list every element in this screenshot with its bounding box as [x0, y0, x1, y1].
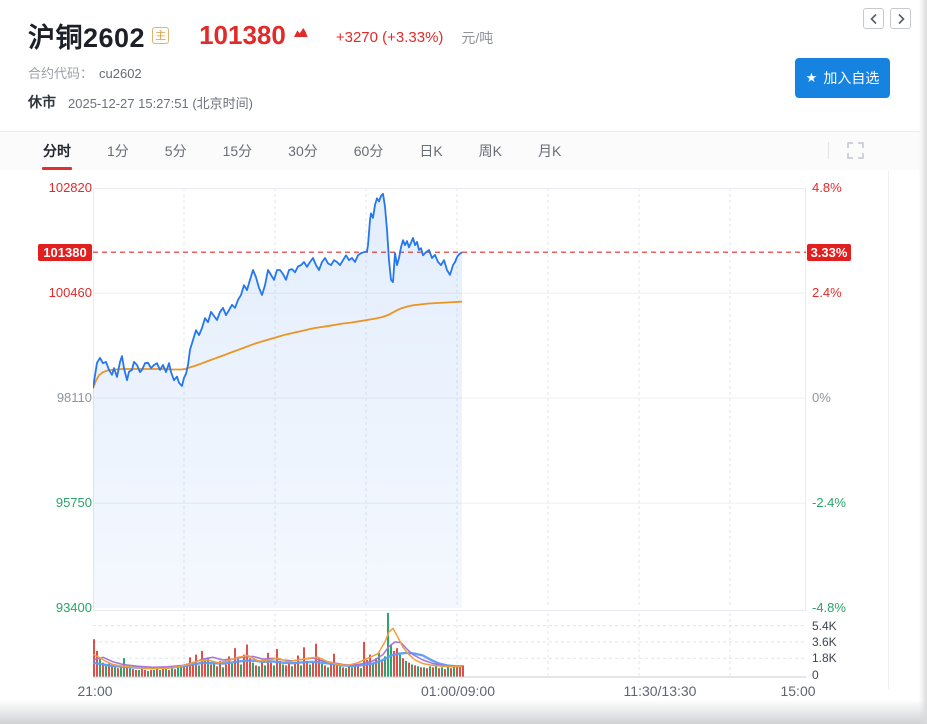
star-icon: ★	[805, 69, 818, 85]
time-axis-tick: 15:00	[780, 683, 816, 699]
percent-axis-tick: -4.8%	[812, 600, 846, 615]
volume-ma-orange	[92, 627, 463, 670]
period-tabbar: 分时 1分 5分 15分 30分 60分 日K 周K 月K	[0, 131, 920, 170]
price-axis-tick: 93400	[55, 600, 92, 615]
time-axis-tick: 21:00	[77, 683, 113, 699]
tab-daily[interactable]: 日K	[419, 143, 443, 159]
price-area-fill	[93, 193, 462, 609]
fullscreen-icon	[846, 142, 864, 159]
percent-axis-tick: 4.8%	[812, 180, 842, 195]
tab-30min[interactable]: 30分	[288, 143, 318, 159]
header: 沪铜2602 主 101380 +3270 (+3.33%) 元/吨	[28, 18, 494, 53]
price-axis-tick: 102820	[48, 180, 92, 195]
tab-1min[interactable]: 1分	[107, 143, 129, 159]
add-watchlist-button[interactable]: ★ 加入自选	[795, 58, 890, 98]
market-status-row: 休市 2025-12-27 15:27:51 (北京时间)	[28, 92, 253, 112]
contract-code-label: 合约代码：	[28, 66, 94, 81]
add-watchlist-label: 加入自选	[823, 70, 880, 86]
volume-axis-tick: 1.8K	[812, 651, 837, 666]
avg-price-line	[92, 300, 463, 389]
change-percent-axis-badge: 3.33%	[807, 243, 851, 261]
chart-canvas[interactable]	[92, 188, 812, 680]
uptrend-icon	[293, 27, 308, 37]
tabbar-divider	[828, 142, 829, 159]
tab-60min[interactable]: 60分	[353, 143, 384, 159]
quote-timestamp: 2025-12-27 15:27:51 (北京时间)	[68, 95, 253, 111]
percent-axis-tick: -2.4%	[812, 495, 846, 511]
volume-axis-tick: 3.6K	[812, 634, 837, 649]
tab-weekly[interactable]: 周K	[478, 143, 503, 159]
price-line	[92, 192, 463, 389]
price-axis-tick: 95750	[55, 495, 92, 511]
contract-code-value: cu2602	[99, 66, 142, 81]
volume-axis-tick: 5.4K	[812, 618, 837, 633]
last-price-axis-badge: 101380	[38, 243, 92, 261]
time-axis-tick: 11:30/13:30	[623, 683, 697, 699]
price-axis-tick: 100460	[48, 285, 92, 301]
tab-15min[interactable]: 15分	[222, 143, 253, 159]
bottom-shadow	[0, 700, 927, 724]
tab-fenshi[interactable]: 分时	[43, 132, 71, 170]
tab-monthly[interactable]: 月K	[538, 143, 562, 159]
chevron-right-icon	[897, 13, 905, 24]
contract-code-row: 合约代码： cu2602	[28, 63, 142, 82]
fullscreen-button[interactable]	[846, 142, 864, 160]
price-axis-tick: 98110	[56, 390, 92, 405]
price-change: +3270 (+3.33%)	[335, 28, 444, 46]
volume-axis-tick: 0	[812, 667, 819, 682]
page-title: 沪铜2602	[28, 22, 146, 53]
tab-5min[interactable]: 5分	[164, 143, 187, 159]
chart-right-border	[888, 171, 889, 689]
market-status-badge: 休市	[28, 94, 56, 110]
percent-axis-tick: 0%	[812, 390, 831, 405]
chevron-left-icon	[869, 13, 877, 24]
price-unit: 元/吨	[461, 29, 494, 46]
main-contract-badge: 主	[152, 26, 170, 44]
time-axis-tick: 01:00/09:00	[421, 683, 495, 699]
next-contract-button[interactable]	[890, 8, 911, 29]
prev-contract-button[interactable]	[863, 8, 884, 29]
last-price: 101380	[199, 19, 286, 50]
percent-axis-tick: 2.4%	[812, 285, 842, 301]
right-shadow	[919, 0, 927, 724]
